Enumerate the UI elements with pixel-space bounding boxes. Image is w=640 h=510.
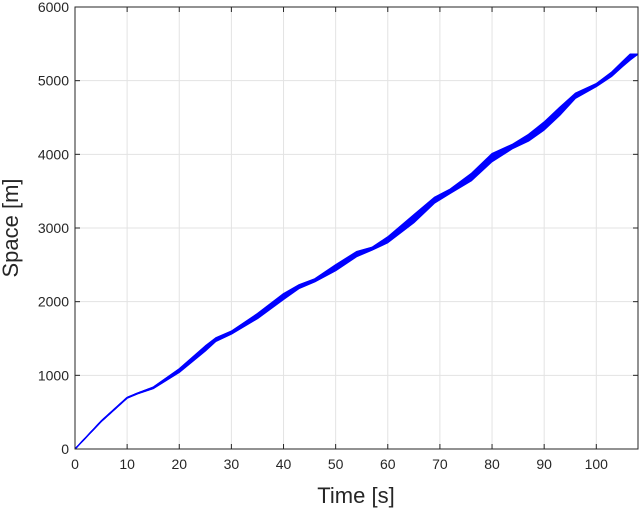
x-tick-label: 70	[432, 456, 448, 472]
x-tick-label: 90	[536, 456, 552, 472]
y-tick-label: 0	[61, 441, 69, 457]
series-line	[74, 53, 638, 450]
y-tick-label: 4000	[38, 146, 69, 162]
y-tick-label: 1000	[38, 367, 69, 383]
series-lines	[74, 53, 639, 450]
y-tick-label: 6000	[38, 0, 69, 15]
x-axis-label: Time [s]	[317, 483, 394, 508]
x-tick-label: 30	[224, 456, 240, 472]
x-tick-label: 80	[484, 456, 500, 472]
x-tick-label: 40	[276, 456, 292, 472]
y-tick-label: 2000	[38, 294, 69, 310]
x-tick-label: 20	[171, 456, 187, 472]
x-tick-label: 60	[380, 456, 396, 472]
grid	[74, 6, 638, 450]
x-tick-label: 100	[585, 456, 609, 472]
y-tick-label: 5000	[38, 73, 69, 89]
y-tick-label: 3000	[38, 220, 69, 236]
x-tick-label: 0	[71, 456, 79, 472]
x-tick-label: 50	[328, 456, 344, 472]
ticks: 0 10 20 30 40 50 60 70 80 90 100010002000300040005…	[38, 0, 638, 472]
y-axis-label: Space [m]	[0, 178, 23, 277]
x-tick-label: 10	[119, 456, 135, 472]
